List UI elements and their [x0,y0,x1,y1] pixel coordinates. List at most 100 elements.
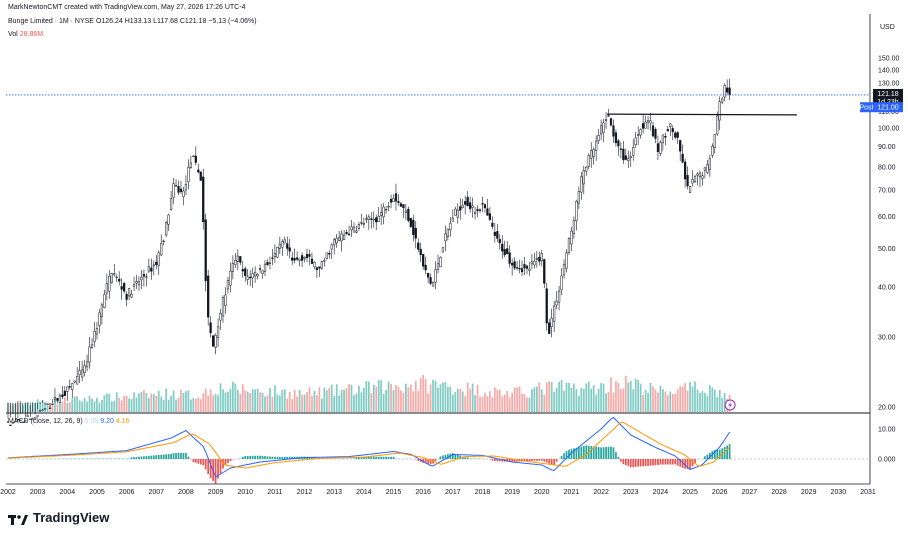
macd-histogram-bar [167,454,170,459]
macd-histogram-bar [190,459,192,461]
candle-body [701,175,704,179]
candle-body [174,185,178,187]
macd-histogram-bar [199,459,202,465]
macd-histogram-bar [269,456,271,459]
volume-bar [397,386,400,412]
macd-histogram-bar [81,458,84,459]
volume-bar [659,385,662,412]
volume-bar [301,394,303,412]
volume-bar [170,395,172,412]
volume-bar [224,392,227,412]
macd-histogram-bar [362,456,365,459]
macd-histogram-bar [442,455,444,459]
macd-histogram-bar [634,459,637,467]
price-tick-label: 130.00 [878,80,900,87]
candle-body [627,158,630,162]
candle-body [115,276,118,279]
candle-body [513,261,516,269]
candle-body [651,125,655,137]
candle-body [108,275,111,292]
macd-histogram-bar [187,456,190,459]
candle-body [140,277,143,281]
post-label-badge [860,102,873,113]
candle-body [538,256,541,262]
candle-body [83,365,86,373]
candle-body [407,208,410,221]
volume-bar [110,401,113,412]
macd-histogram-bar [236,458,239,460]
volume-bar [444,382,447,412]
macd-histogram-bar [276,456,279,459]
candle-body [439,256,442,268]
volume-bar [308,387,311,412]
candle-body [387,205,390,208]
candle-body [194,155,197,163]
volume-bar [434,380,437,412]
volume-bar [128,398,130,412]
candle-body [674,132,677,138]
volume-bar [543,394,546,412]
candle-body [219,313,222,321]
candle-body [43,408,47,410]
candle-body [100,304,104,318]
volume-label[interactable]: Vol [8,31,18,38]
price-tick-label: 20.00 [878,405,896,412]
candle-body [511,262,514,266]
volume-bar [681,386,684,412]
candle-body [456,209,459,218]
macd-histogram-bar [516,459,518,462]
candle-body [310,258,314,264]
macd-histogram-bar [716,449,719,459]
macd-histogram-bar [427,459,429,464]
candle-body [382,206,385,218]
volume-bar [627,382,630,412]
volume-bar [219,383,222,412]
macd-histogram-bar [538,459,541,461]
volume-bar [402,392,405,412]
macd-histogram-bar [575,447,578,459]
volume-bar [41,400,44,412]
candle-body [619,148,622,150]
price-tick-label: 60.00 [878,214,896,221]
candle-body [427,272,430,278]
volume-bar [125,395,128,412]
candle-body [562,264,566,276]
macd-histogram-bar [93,457,96,459]
volume-bar [76,396,79,412]
volume-bar [642,394,644,412]
symbol-label[interactable]: Bunge Limited · 1M · NYSE [8,18,94,25]
macd-histogram-bar [582,446,585,459]
volume-bar [511,392,514,412]
candle-body [266,262,269,265]
time-tick-label: 2019 [504,489,520,496]
candle-body [520,268,524,273]
candle-body [550,317,553,328]
volume-bar [533,387,536,412]
volume-bar [708,385,711,412]
candle-body [728,87,731,96]
volume-bar [86,401,88,412]
macd-label[interactable]: MACD (close, 12, 26, 9) [8,418,83,425]
volume-bar [293,390,296,412]
currency-label[interactable]: USD [880,24,895,31]
volume-bar [409,384,412,412]
macd-histogram-bar [372,456,375,459]
volume-bar [150,393,153,412]
candle-body [436,263,440,270]
tradingview-brand[interactable]: TradingView [8,510,109,525]
macd-histogram-bar [162,454,165,459]
time-tick-label: 2027 [742,489,758,496]
macd-histogram-bar [274,456,276,459]
macd-histogram-bar [44,458,46,459]
volume-bar [98,402,101,412]
macd-histogram-bar [229,459,232,462]
macd-histogram-bar [311,457,313,459]
macd-histogram-bar [7,458,9,460]
time-tick-label: 2015 [386,489,402,496]
time-tick-label: 2020 [534,489,550,496]
macd-histogram-bar [417,459,420,461]
volume-bar [538,382,541,412]
macd-histogram-bar [31,458,34,460]
candle-body [31,418,34,420]
